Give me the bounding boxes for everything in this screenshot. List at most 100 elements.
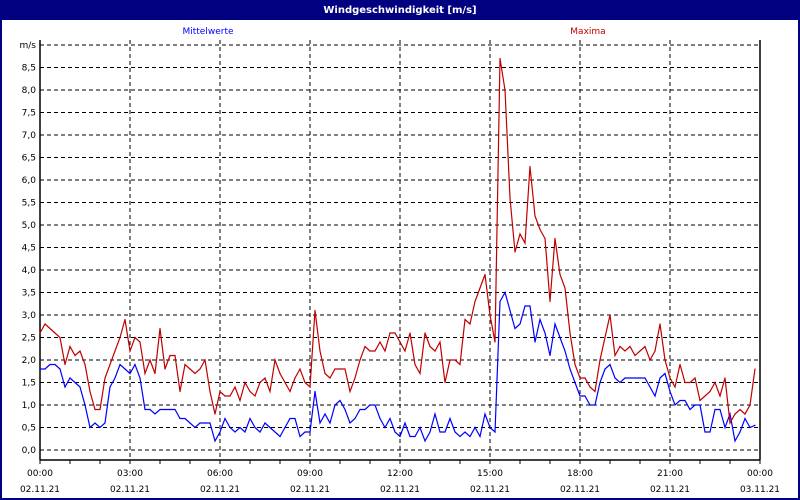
- y-tick-label: 0,5: [22, 424, 36, 434]
- data-point: [149, 408, 151, 411]
- data-point: [59, 336, 61, 339]
- data-point: [444, 381, 446, 384]
- data-point: [574, 381, 576, 384]
- data-point: [659, 323, 661, 325]
- data-point: [369, 350, 371, 352]
- data-point: [614, 377, 616, 379]
- data-point: [474, 300, 476, 303]
- data-point: [629, 377, 631, 379]
- data-point: [559, 273, 561, 276]
- data-point: [224, 395, 226, 397]
- data-point: [669, 377, 671, 379]
- data-point: [369, 404, 371, 406]
- data-point: [599, 359, 601, 361]
- y-tick-label: 5,5: [22, 199, 36, 209]
- data-point: [44, 323, 46, 325]
- y-tick-label: 0,0: [22, 446, 37, 456]
- data-point: [529, 305, 531, 307]
- data-point: [119, 336, 121, 339]
- data-point: [464, 318, 466, 321]
- y-tick-label: 7,5: [22, 109, 36, 119]
- data-point: [539, 228, 541, 231]
- data-point: [354, 417, 356, 420]
- data-point: [674, 386, 676, 388]
- x-tick-date: 02.11.21: [110, 485, 150, 495]
- data-point: [39, 332, 41, 334]
- data-point: [604, 336, 606, 339]
- data-point: [324, 413, 326, 415]
- x-tick-time: 09:00: [297, 469, 323, 479]
- data-point: [249, 390, 251, 393]
- data-point: [714, 408, 716, 411]
- data-point: [459, 435, 461, 438]
- data-point: [419, 426, 421, 429]
- data-point: [554, 237, 556, 240]
- y-tick-label: m/s: [20, 41, 37, 51]
- data-point: [274, 431, 276, 433]
- data-point: [269, 426, 271, 429]
- data-point: [199, 422, 201, 424]
- data-point: [189, 368, 191, 370]
- data-point: [424, 332, 426, 334]
- data-point: [484, 273, 486, 276]
- data-point: [749, 404, 751, 406]
- data-point: [54, 363, 56, 366]
- data-point: [214, 413, 216, 415]
- data-point: [579, 377, 581, 379]
- data-point: [574, 363, 576, 366]
- data-point: [124, 368, 126, 370]
- data-point: [624, 350, 626, 352]
- data-point: [69, 377, 71, 379]
- data-point: [299, 368, 301, 370]
- data-point: [489, 426, 491, 429]
- data-point: [489, 314, 491, 316]
- data-point: [264, 377, 266, 379]
- data-point: [64, 386, 66, 388]
- data-point: [469, 435, 471, 438]
- data-point: [379, 417, 381, 420]
- data-point: [194, 372, 196, 375]
- data-point: [649, 386, 651, 388]
- data-point: [224, 417, 226, 420]
- data-point: [294, 417, 296, 420]
- data-point: [204, 422, 206, 424]
- data-point: [699, 399, 701, 402]
- data-point: [689, 408, 691, 411]
- data-point: [629, 345, 631, 348]
- data-point: [639, 350, 641, 352]
- x-tick-time: 18:00: [567, 469, 593, 479]
- data-point: [664, 359, 666, 361]
- data-point: [74, 354, 76, 357]
- data-point: [619, 381, 621, 384]
- data-point: [339, 399, 341, 402]
- data-point: [704, 395, 706, 397]
- data-point: [234, 386, 236, 388]
- data-point: [429, 345, 431, 348]
- data-point: [119, 363, 121, 366]
- data-point: [604, 368, 606, 370]
- y-tick-label: 1,0: [22, 401, 37, 411]
- data-point: [84, 404, 86, 406]
- x-tick-date: 02.11.21: [650, 485, 690, 495]
- data-point: [639, 377, 641, 379]
- data-point: [559, 336, 561, 339]
- data-point: [669, 390, 671, 393]
- data-point: [69, 345, 71, 348]
- data-point: [129, 350, 131, 352]
- data-point: [384, 350, 386, 352]
- data-point: [389, 332, 391, 334]
- data-point: [64, 363, 66, 366]
- data-point: [534, 215, 536, 217]
- data-point: [644, 377, 646, 379]
- data-point: [39, 368, 41, 370]
- x-tick-time: 03:00: [117, 469, 143, 479]
- data-point: [424, 440, 426, 442]
- data-point: [164, 368, 166, 370]
- data-point: [449, 359, 451, 361]
- data-point: [209, 390, 211, 393]
- data-point: [294, 377, 296, 379]
- data-point: [229, 426, 231, 429]
- data-point: [564, 350, 566, 352]
